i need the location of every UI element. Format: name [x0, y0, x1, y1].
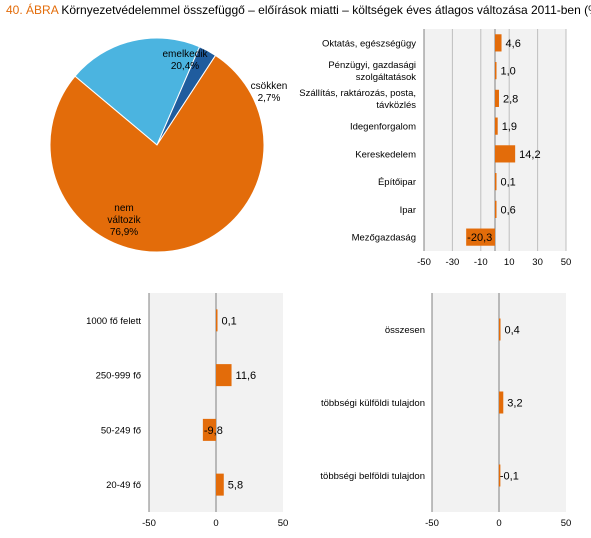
value-label: 11,6: [236, 370, 257, 382]
category-label: Mezőgazdaság: [352, 233, 416, 244]
x-tick-label: 50: [278, 518, 289, 529]
value-label: 0,1: [222, 315, 237, 327]
value-label: 2,8: [503, 93, 518, 105]
x-tick-label: 50: [561, 257, 572, 268]
pie-slice-3: [49, 54, 265, 253]
x-tick-label: 50: [561, 518, 572, 529]
bar: [499, 318, 501, 341]
value-label: 1,9: [502, 121, 517, 133]
category-label: Szállítás, raktározás, posta, távközlés: [299, 88, 416, 111]
x-tick-label: 30: [532, 257, 543, 268]
bar: [495, 173, 497, 191]
value-label: 0,4: [505, 325, 520, 337]
category-label: többségi külföldi tulajdon: [321, 398, 425, 409]
category-label: többségi belföldi tulajdon: [320, 471, 425, 482]
category-label: 1000 fő felett: [86, 316, 141, 327]
category-label: Építőipar: [378, 177, 416, 188]
value-label: 3,2: [507, 398, 522, 410]
x-tick-label: -50: [425, 518, 439, 529]
x-tick-label: 0: [213, 518, 218, 529]
x-tick-label: -50: [142, 518, 156, 529]
category-label: összesen: [385, 325, 425, 336]
x-tick-label: -10: [474, 257, 488, 268]
pie-label-emelkedik: emelkedik 20,4%: [162, 49, 208, 72]
bar-chart-2: 1000 fő felett 0,1 250-999 fő 11,6 50-249 fő…: [86, 293, 288, 529]
category-label: 50-249 fő: [101, 425, 141, 436]
bar: [495, 89, 499, 107]
category-label: Kereskedelem: [355, 149, 416, 160]
value-label: -20,3: [467, 232, 492, 244]
figure-title-text: Környezetvédelemmel összefüggő – előírás…: [61, 3, 591, 17]
value-label: 5,8: [228, 480, 243, 492]
category-label: 20-49 fő: [106, 480, 141, 491]
category-label: Oktatás, egészségügy: [322, 38, 416, 49]
value-label: 1,0: [501, 66, 516, 78]
bar: [499, 391, 504, 414]
bar: [216, 309, 218, 332]
value-label: 14,2: [519, 149, 540, 161]
bar: [202, 418, 216, 441]
figure-title: 40. ÁBRA Környezetvédelemmel összefüggő …: [6, 3, 591, 17]
value-label: 4,6: [506, 38, 521, 50]
x-tick-label: -50: [417, 257, 431, 268]
value-label: 0,6: [501, 204, 516, 216]
bar: [495, 145, 516, 163]
category-label: Ipar: [400, 205, 416, 216]
bar-chart-3: összesen 0,4 többségi külföldi tulajdon 3,2…: [320, 293, 571, 529]
x-tick-label: -30: [446, 257, 460, 268]
value-label: -9,8: [204, 425, 223, 437]
bar: [495, 34, 502, 52]
bar: [495, 62, 497, 80]
bar: [495, 200, 497, 218]
figure-number: 40. ÁBRA: [6, 3, 59, 17]
bar-chart-1: Oktatás, egészségügy 4,6 Pénzügyi, gazdasá…: [299, 29, 571, 268]
bar: [216, 473, 224, 496]
x-tick-label: 10: [504, 257, 515, 268]
bar: [498, 464, 501, 487]
bar: [466, 228, 495, 246]
value-label: 0,1: [501, 177, 516, 189]
category-label: Idegenforgalom: [350, 122, 416, 133]
pie-label-nem-valtozik: nem változik 76,9%: [107, 203, 141, 238]
pie-label-csokken: csökken 2,7%: [251, 81, 288, 104]
value-label: -0,1: [500, 471, 519, 483]
category-label: 250-999 fő: [96, 371, 141, 382]
x-tick-label: 0: [496, 518, 501, 529]
bar: [216, 364, 232, 387]
pie-chart: emelkedik 20,4% csökken 2,7% nem változik 76,9…: [49, 37, 288, 253]
bar: [495, 117, 498, 135]
category-label: Pénzügyi, gazdasági szolgáltatások: [328, 60, 416, 83]
